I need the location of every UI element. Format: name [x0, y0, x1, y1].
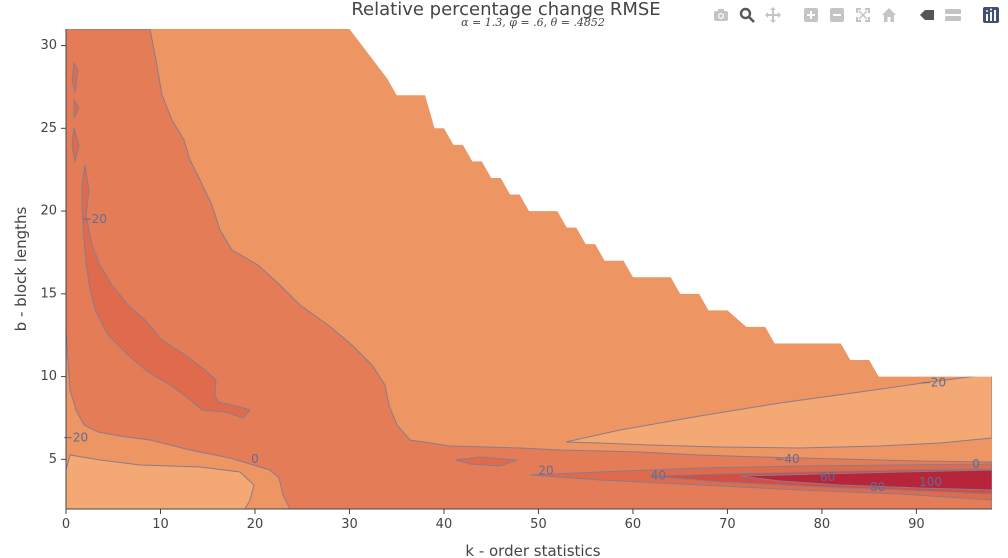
x-tick-label: 60	[625, 517, 642, 532]
contour-label-7: 80	[870, 480, 885, 494]
y-axis-title: b - block lengths	[12, 206, 30, 331]
y-tick-label: 15	[40, 286, 57, 301]
x-tick-label: 80	[814, 517, 831, 532]
x-tick-label: 10	[152, 517, 169, 532]
modebar	[710, 4, 1002, 26]
x-axis-title: k - order statistics	[465, 542, 600, 558]
pan-icon[interactable]	[762, 4, 784, 26]
zoom-out-icon[interactable]	[826, 4, 848, 26]
contour-region-level-100	[739, 469, 992, 491]
autoscale-icon[interactable]	[852, 4, 874, 26]
contour-label-1: −20	[63, 430, 88, 444]
contour-region-level-neg20-b	[73, 98, 80, 119]
axes: 0 10 20 30 40 50 60 70 80 90 5 10 15 20 25 30	[40, 29, 992, 532]
y-tick-label: 20	[40, 204, 57, 219]
chart-title: Relative percentage change RMSE	[351, 0, 660, 20]
contour-label-4: 40	[651, 468, 666, 482]
home-icon[interactable]	[878, 4, 900, 26]
contour-label-10: −20	[921, 376, 946, 390]
spike-lines-icon[interactable]	[916, 4, 938, 26]
contour-region-level-20-right	[565, 373, 992, 449]
zoom-icon[interactable]	[736, 4, 758, 26]
x-tick-label: 0	[62, 517, 70, 532]
contour-region-level-neg20-a	[71, 61, 79, 93]
x-tick-label: 70	[719, 517, 736, 532]
y-tick-label: 25	[40, 121, 57, 136]
contour-labels: −20 −20 0 20 40 −40 60 80 100 0 −20	[63, 212, 980, 494]
plot-area[interactable]	[66, 29, 992, 509]
contour-label-2: 0	[251, 452, 259, 466]
contour-region-level-neg20-c	[71, 127, 80, 163]
contour-region-level-neg20	[81, 164, 251, 419]
contour-label-5: −40	[774, 452, 799, 466]
contour-region-level-40-strip	[455, 456, 518, 467]
contour-label-6: 60	[820, 470, 835, 484]
x-tick-label: 50	[530, 517, 547, 532]
y-tick-label: 30	[40, 38, 57, 53]
x-tick-label: 30	[341, 517, 358, 532]
contour-region-level-0	[66, 29, 992, 509]
camera-icon[interactable]	[710, 4, 732, 26]
x-tick-label: 20	[247, 517, 264, 532]
contour-label-8: 100	[919, 475, 942, 489]
zoom-in-icon[interactable]	[800, 4, 822, 26]
contour-label-9: 0	[972, 457, 980, 471]
contour-nan-region	[349, 29, 992, 377]
plotly-logo-icon[interactable]	[980, 4, 1002, 26]
x-tick-label: 40	[436, 517, 453, 532]
x-tick-label: 90	[908, 517, 925, 532]
y-tick-label: 10	[40, 369, 57, 384]
compare-hover-icon[interactable]	[942, 4, 964, 26]
contour-label-3: 20	[538, 463, 553, 477]
contour-label-0: −20	[82, 212, 107, 226]
chart-subtitle: α = 1.3, φ = .6, θ = .4852	[461, 16, 605, 29]
contour-region-level-20	[66, 454, 255, 509]
y-tick-label: 5	[49, 452, 57, 467]
